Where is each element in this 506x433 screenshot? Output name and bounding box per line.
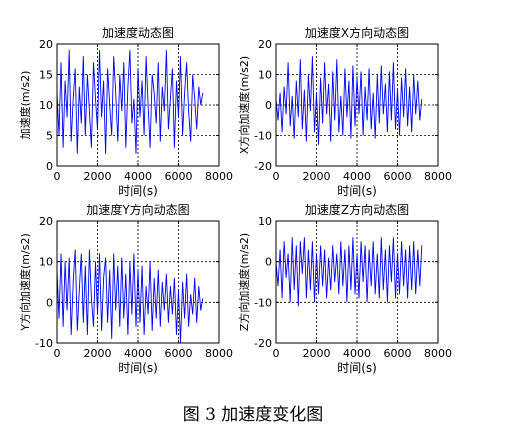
y-tick-label: -20: [254, 160, 272, 173]
x-tick-label: 4000: [343, 170, 371, 183]
y-tick-label: 0: [46, 160, 53, 173]
x-tick-label: 0: [273, 347, 280, 360]
y-tick-label: 0: [265, 99, 272, 112]
x-tick-label: 0: [54, 170, 61, 183]
y-tick-label: 10: [39, 99, 53, 112]
y-tick-label: 0: [265, 256, 272, 269]
x-tick-label: 4000: [343, 347, 371, 360]
x-tick-label: 4000: [124, 347, 152, 360]
x-axis-label: 时间(s): [118, 361, 158, 375]
series-line: [275, 56, 423, 145]
figure-caption: 图 3 加速度变化图: [182, 405, 324, 425]
y-tick-label: 20: [39, 215, 53, 228]
y-tick-label: -20: [254, 337, 272, 350]
y-tick-label: 5: [46, 130, 53, 143]
x-tick-label: 6000: [384, 347, 412, 360]
x-tick-label: 6000: [384, 170, 412, 183]
y-tick-label: 10: [258, 69, 272, 82]
chart-3: 0 2000 4000 6000 8000-1001020加速度Y方向动态图时间(s)Y…: [18, 202, 233, 375]
y-tick-label: 10: [39, 256, 53, 269]
chart-2: 0 2000 4000 6000 8000 -20 -10 0 10 20 加速度X方向动态图时间(…: [237, 25, 452, 198]
x-axis-label: 时间(s): [118, 184, 158, 198]
x-tick-label: 2000: [303, 347, 331, 360]
x-tick-label: 2000: [84, 170, 112, 183]
chart-title: 加速度动态图: [102, 25, 174, 40]
y-axis-label: Z方向加速度(m/s2): [237, 233, 251, 331]
y-axis-label: X方向加速度(m/s2): [237, 56, 251, 154]
chart-title: 加速度Y方向动态图: [86, 202, 189, 217]
x-tick-label: 8000: [424, 170, 452, 183]
y-axis-label: 加速度(m/s2): [18, 71, 32, 140]
y-tick-label: 10: [258, 215, 272, 228]
chart-4: 0 2000 4000 6000 8000 -20 -10 0 10 加速度Z方向动态图时间(s)…: [237, 202, 452, 375]
y-tick-label: 0: [46, 296, 53, 309]
x-axis-label: 时间(s): [337, 361, 377, 375]
x-tick-label: 2000: [84, 347, 112, 360]
x-tick-label: 6000: [165, 170, 193, 183]
y-tick-label: 15: [39, 69, 53, 82]
x-tick-label: 8000: [205, 170, 233, 183]
x-tick-label: 0: [273, 170, 280, 183]
y-axis-label: Y方向加速度(m/s2): [18, 233, 32, 331]
y-tick-label: -10: [35, 337, 53, 350]
x-tick-label: 8000: [205, 347, 233, 360]
series-line: [275, 237, 423, 307]
y-tick-label: 20: [39, 38, 53, 51]
chart-title: 加速度X方向动态图: [305, 25, 409, 40]
x-tick-label: 8000: [424, 347, 452, 360]
y-tick-label: -10: [254, 130, 272, 143]
series-line: [56, 249, 204, 344]
chart-title: 加速度Z方向动态图: [305, 202, 409, 217]
x-tick-label: 0: [54, 347, 61, 360]
x-tick-label: 4000: [124, 170, 152, 183]
x-tick-label: 2000: [303, 170, 331, 183]
y-tick-label: 20: [258, 38, 272, 51]
series-line: [56, 50, 204, 154]
x-axis-label: 时间(s): [337, 184, 377, 198]
x-tick-label: 6000: [165, 347, 193, 360]
y-tick-label: -10: [254, 296, 272, 309]
